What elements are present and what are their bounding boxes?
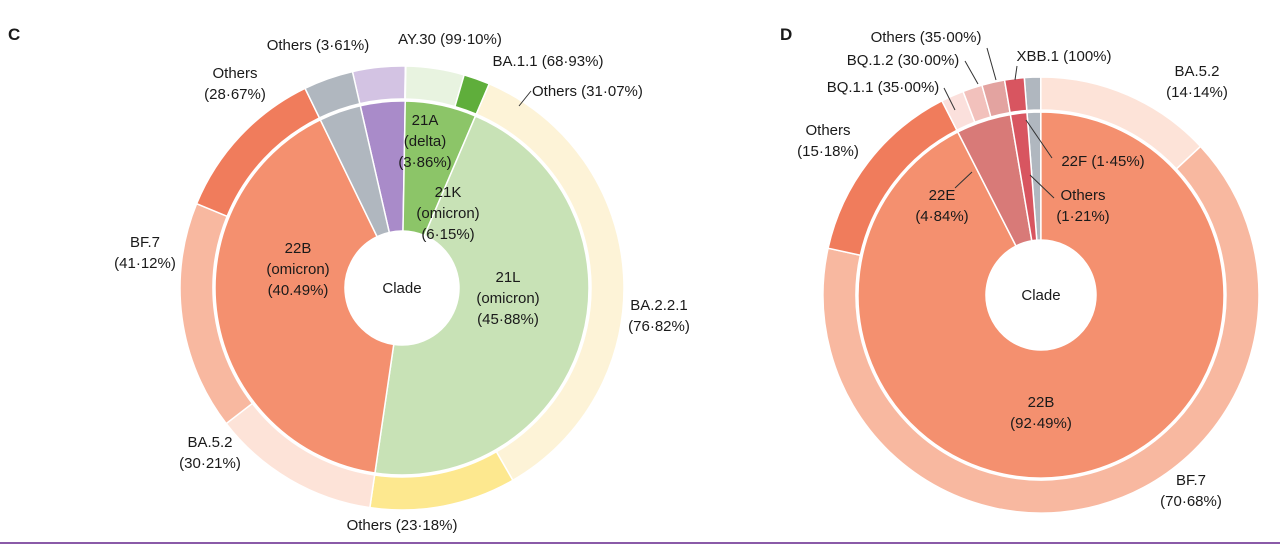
outer-label-5: BQ.1.2 (30·00%)	[847, 52, 960, 69]
inner-slice-22b	[214, 118, 395, 474]
outer-label-2: BA.1.1 (68·93%)	[493, 53, 604, 70]
outer-label-9: Others (3·61%)	[267, 37, 370, 54]
outer-label-7: XBB.1 (100%)	[1016, 48, 1111, 65]
inner-label-21k: 21K (omicron) (6·15%)	[416, 184, 479, 243]
inner-label-others: Others (1·21%)	[1056, 187, 1109, 225]
panel-letter-c: C	[8, 25, 20, 44]
sunburst-chart-d: Clade Others (1·21%) 22B (92·49%) 22E (4·84%) 2…	[797, 29, 1260, 514]
panel-letter-d: D	[780, 25, 792, 44]
outer-label-8: Others (28·67%)	[204, 65, 266, 103]
center-hole	[986, 240, 1096, 350]
inner-label-22e: 22E (4·84%)	[915, 187, 968, 225]
outer-label-0: AY.30 (99·10%)	[398, 31, 502, 48]
outer-slice-7	[1003, 76, 1028, 114]
leader-line	[1014, 65, 1018, 81]
outer-label-5: Others (23·18%)	[347, 517, 458, 534]
leader-line	[1025, 119, 1053, 159]
outer-slice-9	[304, 70, 361, 119]
inner-label-21l: 21L (omicron) (45·88%)	[476, 269, 539, 328]
inner-label-22f: 22F (1·45%)	[1061, 153, 1144, 170]
outer-label-3: Others (31·07%)	[532, 83, 643, 100]
outer-slice-2	[404, 65, 466, 108]
outer-label-6: BA.5.2 (30·21%)	[179, 434, 241, 472]
leader-line	[954, 171, 973, 189]
leader-line	[986, 47, 997, 81]
outer-label-7: BF.7 (41·12%)	[114, 234, 176, 272]
outer-label-4: BA.2.2.1 (76·82%)	[628, 297, 690, 335]
center-label: Clade	[1021, 287, 1060, 304]
bottom-rule	[0, 542, 1280, 544]
outer-label-6: Others (35·00%)	[871, 29, 982, 46]
leader-line	[1029, 174, 1055, 199]
outer-label-3: Others (15·18%)	[797, 122, 859, 160]
outer-slice-2	[822, 145, 1260, 514]
leader-line	[943, 87, 956, 111]
center-label: Clade	[382, 280, 421, 297]
center-hole	[345, 231, 459, 345]
inner-label-21a: 21A (delta) (3·86%)	[398, 112, 451, 171]
inner-label-22b: 22B (92·49%)	[1010, 394, 1072, 432]
outer-label-1: BA.5.2 (14·14%)	[1166, 63, 1228, 101]
leader-line	[518, 90, 532, 107]
leader-line	[964, 60, 979, 85]
outer-label-4: BQ.1.1 (35·00%)	[827, 79, 940, 96]
inner-label-22b: 22B (omicron) (40.49%)	[266, 240, 329, 299]
outer-label-2: BF.7 (70·68%)	[1160, 472, 1222, 510]
sunburst-chart-c: Clade 21A (delta) (3·86%) 21K (omicron) (6·15%…	[114, 31, 690, 534]
outer-slice-0	[351, 65, 407, 105]
